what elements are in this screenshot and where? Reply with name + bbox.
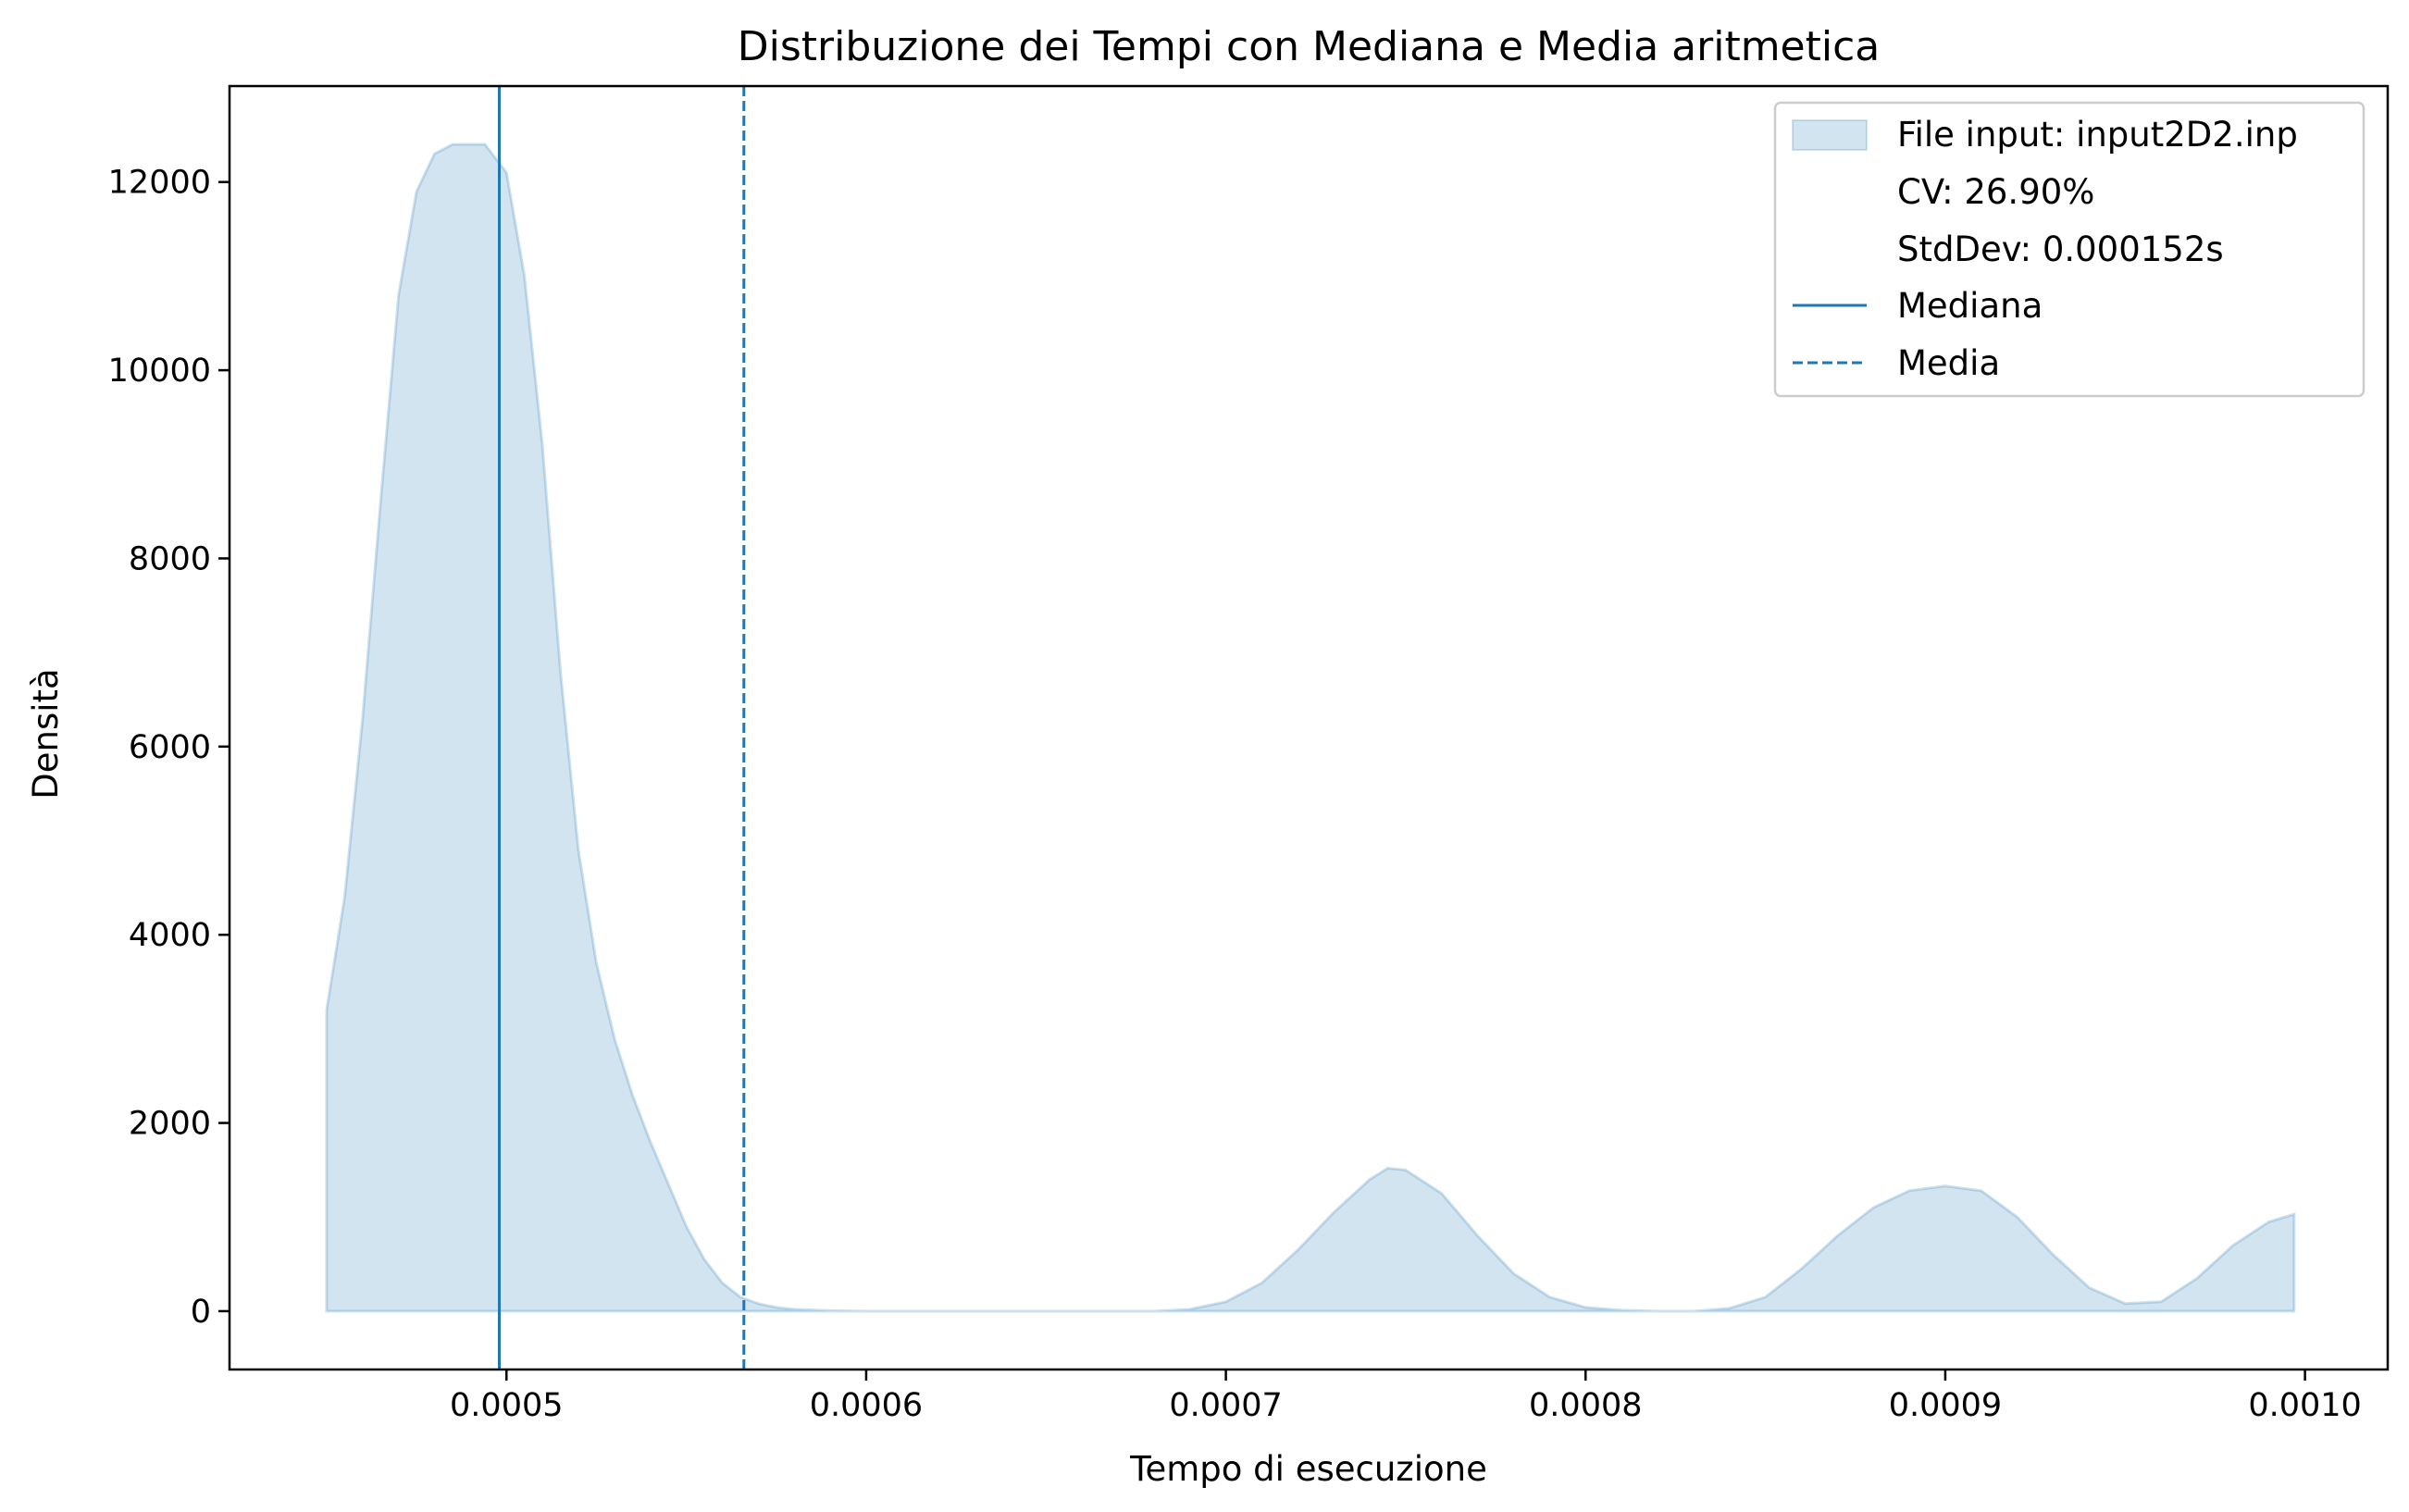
y-tick-label: 6000	[129, 729, 211, 766]
y-tick-label: 12000	[108, 165, 211, 202]
density-area	[325, 143, 2296, 1313]
legend-label-density: File input: input2D2.inp	[1897, 115, 2298, 155]
legend-box	[1773, 101, 2366, 398]
chart-title: Distribuzione dei Tempi con Mediana e Me…	[738, 23, 1881, 70]
legend: File input: input2D2.inp CV: 26.90% StdD…	[1773, 101, 2366, 398]
x-tick-label: 0.0009	[1889, 1387, 2002, 1424]
y-axis-ticks: 0 2000 4000 6000 8000 10000 12000	[108, 165, 230, 1331]
y-tick-label: 4000	[129, 917, 211, 954]
y-tick-label: 8000	[129, 540, 211, 577]
y-axis-label: Densità	[26, 668, 66, 799]
legend-label-stddev: StdDev: 0.000152s	[1897, 229, 2224, 269]
legend-label-cv: CV: 26.90%	[1897, 172, 2094, 212]
legend-label-mean: Media	[1897, 343, 2000, 383]
legend-swatch-density	[1792, 119, 1868, 151]
x-tick-label: 0.0006	[810, 1387, 923, 1424]
x-tick-label: 0.0008	[1529, 1387, 1642, 1424]
x-axis-ticks: 0.0005 0.0006 0.0007 0.0008 0.0009 0.0010	[450, 1369, 2362, 1424]
y-tick-label: 2000	[129, 1106, 211, 1143]
x-tick-label: 0.0005	[450, 1387, 563, 1424]
x-tick-label: 0.0007	[1169, 1387, 1282, 1424]
y-tick-label: 10000	[108, 353, 211, 390]
x-axis-label: Tempo di esecuzione	[1129, 1449, 1487, 1489]
plot-area	[325, 86, 2296, 1369]
x-tick-label: 0.0010	[2248, 1387, 2361, 1424]
axes-frame	[228, 84, 2390, 1371]
legend-label-median: Mediana	[1897, 286, 2043, 326]
y-tick-label: 0	[191, 1294, 211, 1331]
